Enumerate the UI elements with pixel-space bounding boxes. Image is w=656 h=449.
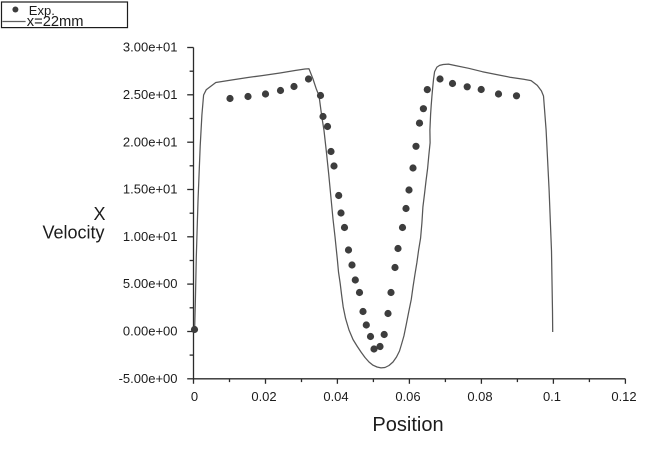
svg-text:2.50e+01: 2.50e+01: [123, 87, 178, 102]
svg-text:Position: Position: [372, 414, 443, 436]
svg-text:0.00e+00: 0.00e+00: [123, 324, 178, 339]
svg-text:0.1: 0.1: [543, 389, 561, 404]
svg-text:Exp.: Exp.: [29, 3, 55, 18]
svg-text:0.04: 0.04: [323, 389, 348, 404]
svg-text:X: X: [93, 204, 105, 224]
svg-text:0.06: 0.06: [395, 389, 420, 404]
svg-text:0.12: 0.12: [611, 389, 636, 404]
svg-text:1.00e+01: 1.00e+01: [123, 229, 178, 244]
svg-text:Velocity: Velocity: [42, 223, 104, 243]
svg-text:1.50e+01: 1.50e+01: [123, 182, 178, 197]
svg-text:3.00e+01: 3.00e+01: [123, 40, 178, 55]
svg-text:0.08: 0.08: [467, 389, 492, 404]
svg-text:0: 0: [191, 389, 198, 404]
svg-text:-5.00e+00: -5.00e+00: [119, 371, 178, 386]
svg-text:0.02: 0.02: [251, 389, 276, 404]
svg-text:5.00e+00: 5.00e+00: [123, 276, 178, 291]
svg-text:x=22mm: x=22mm: [27, 14, 84, 30]
svg-text:2.00e+01: 2.00e+01: [123, 134, 178, 149]
